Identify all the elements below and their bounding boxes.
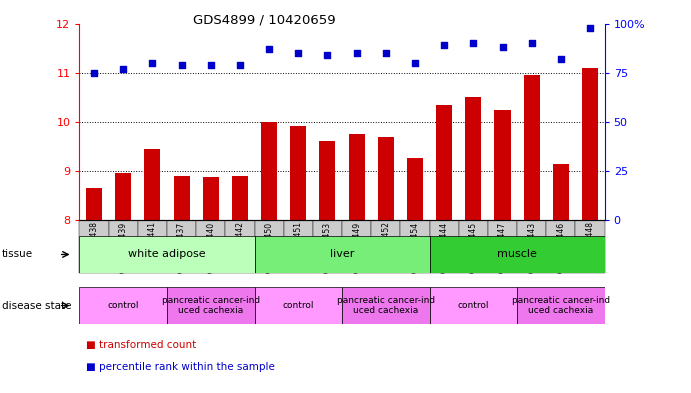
Bar — [86, 188, 102, 220]
Bar — [342, 287, 430, 324]
Bar — [202, 177, 219, 220]
Point — [293, 50, 304, 56]
Point — [88, 70, 100, 76]
Point — [234, 62, 245, 68]
Bar — [167, 287, 254, 324]
Bar — [319, 141, 335, 220]
Bar — [517, 287, 605, 324]
Text: ■ transformed count: ■ transformed count — [86, 340, 197, 350]
Point — [439, 42, 450, 48]
Bar — [254, 287, 342, 324]
Text: ■ percentile rank within the sample: ■ percentile rank within the sample — [86, 362, 275, 371]
Point — [263, 46, 274, 52]
Bar — [495, 110, 511, 220]
Bar — [79, 287, 167, 324]
Text: pancreatic cancer-ind
uced cachexia: pancreatic cancer-ind uced cachexia — [337, 296, 435, 315]
Bar — [173, 176, 189, 220]
Text: muscle: muscle — [497, 250, 537, 259]
Point — [585, 24, 596, 31]
Point — [380, 50, 391, 56]
Point — [322, 52, 333, 58]
Point — [526, 40, 537, 46]
Text: liver: liver — [330, 250, 354, 259]
Bar — [430, 287, 517, 324]
Bar — [465, 97, 482, 220]
Text: control: control — [283, 301, 314, 310]
Text: disease state: disease state — [2, 301, 72, 310]
Point — [410, 60, 421, 66]
Bar — [348, 134, 365, 220]
Point — [468, 40, 479, 46]
Bar — [261, 122, 277, 220]
Bar — [378, 137, 394, 220]
Text: tissue: tissue — [2, 250, 33, 259]
Point — [556, 56, 567, 62]
Bar — [553, 163, 569, 220]
Point — [117, 66, 129, 72]
Bar — [430, 236, 605, 273]
Bar — [254, 236, 430, 273]
Bar — [407, 158, 423, 220]
Text: pancreatic cancer-ind
uced cachexia: pancreatic cancer-ind uced cachexia — [512, 296, 610, 315]
Text: GDS4899 / 10420659: GDS4899 / 10420659 — [193, 14, 336, 27]
Text: control: control — [108, 301, 139, 310]
Bar — [436, 105, 452, 220]
Bar — [524, 75, 540, 220]
Bar — [79, 236, 254, 273]
Text: white adipose: white adipose — [128, 250, 206, 259]
Bar — [232, 176, 248, 220]
Text: control: control — [457, 301, 489, 310]
Bar — [144, 149, 160, 220]
Bar — [115, 173, 131, 220]
Bar — [290, 126, 306, 220]
Point — [497, 44, 508, 50]
Point — [351, 50, 362, 56]
Point — [147, 60, 158, 66]
Point — [176, 62, 187, 68]
Point — [205, 62, 216, 68]
Bar — [582, 68, 598, 220]
Text: pancreatic cancer-ind
uced cachexia: pancreatic cancer-ind uced cachexia — [162, 296, 260, 315]
